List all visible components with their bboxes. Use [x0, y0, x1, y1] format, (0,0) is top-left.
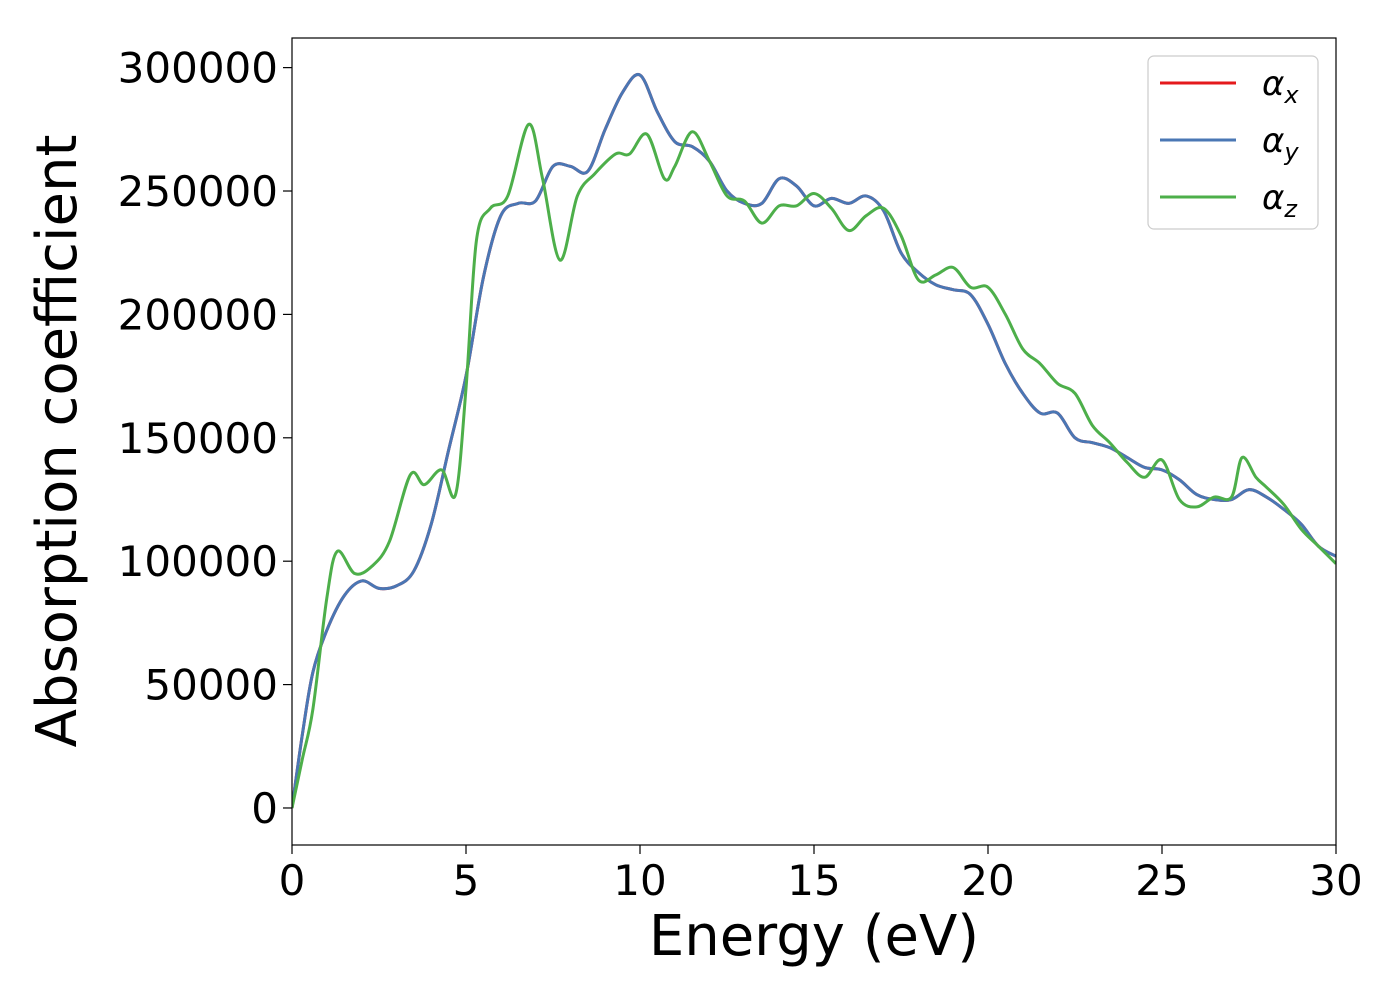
x-tick-label: 5 [453, 856, 480, 905]
series-layer [292, 72, 1336, 809]
x-tick-label: 10 [613, 856, 666, 905]
legend-label-y: αy [1262, 121, 1299, 166]
y-tick-label: 100000 [118, 537, 278, 586]
y-tick-label: 300000 [118, 44, 278, 93]
y-tick-label: 150000 [118, 414, 278, 463]
legend-box [1147, 55, 1319, 230]
y-axis: 0 50000 100000 150000 200000 250000 300000 [118, 44, 292, 833]
series-line-z [292, 122, 1336, 809]
legend: αx αy αz [1147, 55, 1319, 230]
legend-label-x: αx [1262, 64, 1299, 109]
legend-label-z: αz [1262, 178, 1298, 223]
y-tick-label: 0 [251, 784, 278, 833]
x-tick-label: 25 [1135, 856, 1188, 905]
y-tick-label: 50000 [144, 661, 278, 710]
x-tick-label: 20 [961, 856, 1014, 905]
x-tick-label: 0 [279, 856, 306, 905]
y-axis-title: Absorption coefficient [25, 135, 90, 748]
y-tick-label: 250000 [118, 167, 278, 216]
series-line-y [292, 72, 1336, 809]
x-axis: 0 5 10 15 20 25 30 [279, 845, 1363, 905]
y-tick-label: 200000 [118, 290, 278, 339]
x-tick-label: 30 [1309, 856, 1362, 905]
x-tick-label: 15 [787, 856, 840, 905]
x-axis-title: Energy (eV) [649, 904, 979, 969]
